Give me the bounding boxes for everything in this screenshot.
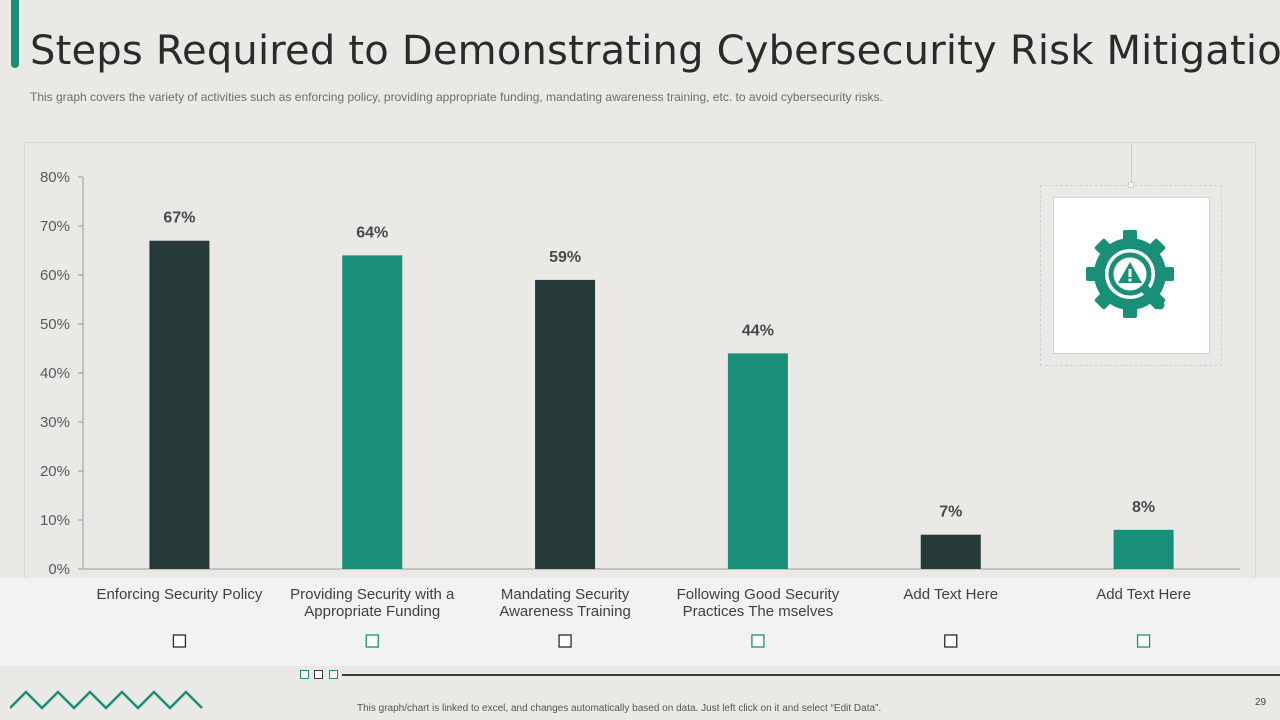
icon-card	[1053, 197, 1210, 354]
y-tick-label: 80%	[40, 169, 70, 186]
category-label: Enforcing Security Policy	[96, 586, 262, 603]
y-tick-label: 10%	[40, 512, 70, 529]
data-label: 64%	[356, 224, 388, 241]
category-marker-square	[1136, 634, 1151, 648]
footer-square-3	[329, 670, 338, 679]
category-marker-square	[558, 634, 572, 648]
bar	[149, 240, 210, 569]
bar	[342, 255, 403, 569]
category-label-band	[0, 578, 1280, 666]
bar	[1113, 529, 1174, 569]
data-label: 59%	[549, 249, 581, 266]
page-title: Steps Required to Demonstrating Cybersec…	[30, 28, 1280, 74]
chart-frame	[24, 142, 1256, 640]
category-label: Awareness Training	[499, 603, 630, 620]
category-label: Practices The mselves	[683, 603, 834, 620]
category-label: Following Good Security	[677, 586, 840, 603]
data-label: 8%	[1132, 499, 1155, 516]
category-marker-square	[944, 634, 958, 648]
page-subtitle: This graph covers the variety of activit…	[30, 90, 883, 104]
category-label: Add Text Here	[903, 586, 998, 603]
category-marker-square	[365, 634, 379, 648]
y-tick-label: 70%	[40, 218, 70, 235]
y-tick-label: 20%	[40, 463, 70, 480]
title-accent-bar	[11, 0, 19, 68]
zigzag-decoration	[10, 690, 203, 710]
category-label: Providing Security with a	[290, 586, 455, 603]
y-tick-label: 0%	[48, 561, 70, 578]
icon-rotate-handle	[1128, 182, 1134, 188]
bar	[727, 353, 788, 569]
footer-square-2	[314, 670, 323, 679]
y-tick-label: 40%	[40, 365, 70, 382]
category-marker-square	[172, 634, 187, 648]
y-tick-label: 60%	[40, 267, 70, 284]
category-label: Add Text Here	[1096, 586, 1191, 603]
page-number: 29	[1255, 697, 1267, 708]
data-label: 44%	[742, 322, 774, 339]
icon-connector-line	[1131, 143, 1132, 185]
data-label: 7%	[939, 504, 962, 521]
data-label: 67%	[163, 210, 195, 227]
bar	[920, 534, 981, 569]
y-tick-label: 30%	[40, 414, 70, 431]
footer-divider-line	[342, 674, 1280, 676]
footer-square-1	[300, 670, 309, 679]
category-label: Mandating Security	[501, 586, 630, 603]
footer-note: This graph/chart is linked to excel, and…	[357, 703, 882, 714]
bar	[535, 279, 596, 569]
category-label: Appropriate Funding	[304, 603, 440, 620]
y-tick-label: 50%	[40, 316, 70, 333]
category-marker-square	[751, 634, 765, 648]
gear-warning-search-icon	[1086, 230, 1174, 318]
